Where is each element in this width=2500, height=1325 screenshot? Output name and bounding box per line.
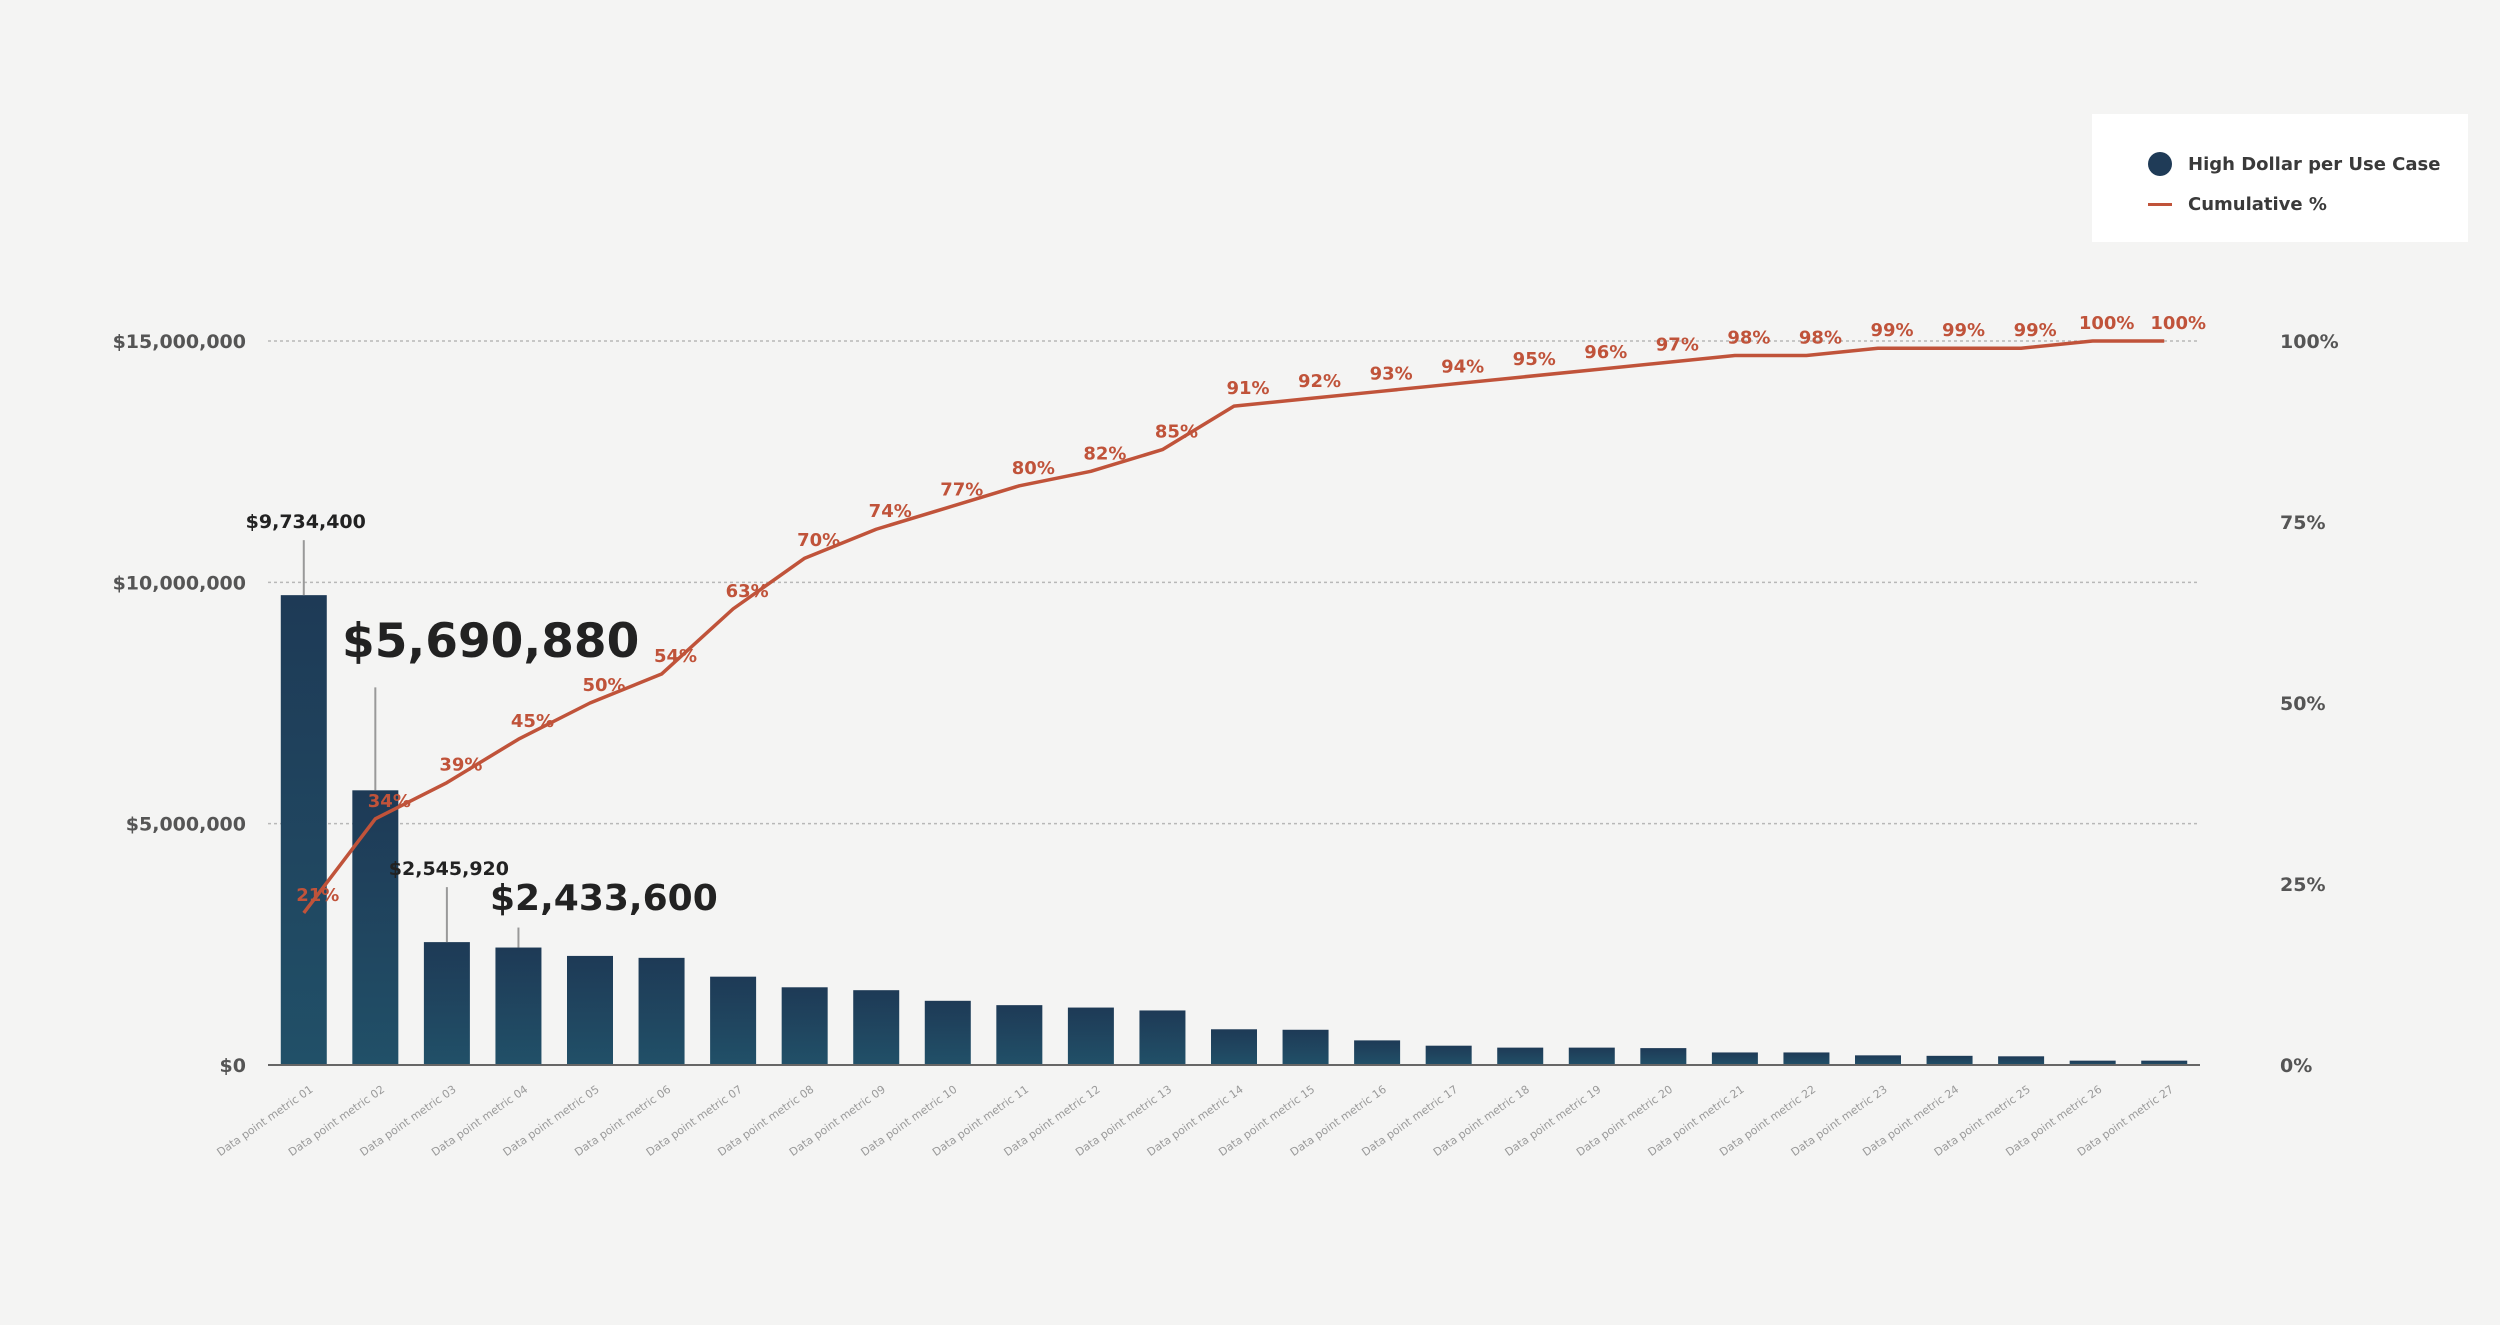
legend-label-bars: High Dollar per Use Case (2188, 153, 2441, 175)
cumulative-point-label: 98% (1727, 327, 1770, 348)
callout-value-metric-02: $5,690,880 (342, 614, 640, 669)
bar (1640, 1048, 1687, 1065)
bar (495, 947, 542, 1065)
bar (996, 1005, 1043, 1065)
cumulative-line (302, 339, 2165, 915)
bar (924, 1000, 971, 1065)
cumulative-point-label: 80% (1012, 458, 1055, 479)
legend-line-icon (2148, 203, 2172, 206)
bar (280, 595, 327, 1065)
bar (853, 990, 900, 1065)
bar (1067, 1007, 1114, 1065)
bar (352, 790, 399, 1065)
chart-legend: High Dollar per Use Case Cumulative % (2092, 114, 2468, 242)
legend-item-bars: High Dollar per Use Case (2148, 152, 2440, 176)
bar (1497, 1047, 1544, 1065)
bar (1282, 1029, 1329, 1065)
y-right-tick-label: 0% (2280, 1055, 2312, 1077)
bar (1425, 1045, 1472, 1065)
cumulative-point-label: 77% (940, 480, 983, 501)
bar (1354, 1040, 1401, 1065)
bar (1998, 1056, 2045, 1065)
y-right-tick-label: 50% (2280, 693, 2325, 715)
y-left-tick-label: $5,000,000 (126, 814, 246, 836)
y-right-tick-label: 75% (2280, 512, 2325, 534)
y-right-tick-label: 100% (2280, 331, 2339, 353)
cumulative-point-label: 21% (296, 885, 339, 906)
bar (1926, 1055, 1973, 1065)
cumulative-point-label: 91% (1226, 378, 1269, 399)
bar (567, 955, 613, 1065)
bar (2069, 1060, 2116, 1065)
bar (1139, 1010, 1186, 1065)
legend-item-line: Cumulative % (2148, 194, 2327, 215)
bar (1568, 1047, 1615, 1065)
cumulative-point-label: 99% (2014, 320, 2057, 341)
cumulative-point-label: 94% (1441, 356, 1484, 377)
bar (1783, 1052, 1830, 1065)
cumulative-point-label: 85% (1155, 422, 1198, 443)
legend-dot-icon (2148, 152, 2172, 176)
bar (1855, 1055, 1901, 1065)
y-right-tick-label: 25% (2280, 874, 2325, 896)
cumulative-point-label: 96% (1584, 342, 1627, 363)
cumulative-point-label: 82% (1083, 443, 1126, 464)
cumulative-point-label: 93% (1370, 364, 1413, 385)
y-left-tick-label: $0 (220, 1055, 246, 1077)
callout-value-metric-04: $2,433,600 (490, 878, 718, 919)
cumulative-point-label: 45% (511, 711, 554, 732)
cumulative-point-label: 95% (1513, 349, 1556, 370)
cumulative-point-label: 100% (2079, 313, 2135, 334)
bar (1211, 1029, 1257, 1065)
cumulative-point-label: 39% (439, 755, 482, 776)
cumulative-point-label: 92% (1298, 371, 1341, 392)
cumulative-point-label: 100% (2150, 313, 2206, 334)
bar (638, 957, 685, 1065)
y-left-tick-label: $10,000,000 (113, 572, 246, 594)
bar (423, 942, 470, 1065)
cumulative-point-label: 98% (1799, 327, 1842, 348)
bar-value-label: $2,545,920 (389, 858, 509, 880)
cumulative-point-label: 34% (368, 791, 411, 812)
cumulative-point-label: 70% (797, 530, 840, 551)
bar (710, 976, 757, 1065)
cumulative-point-label: 97% (1656, 335, 1699, 356)
bar-value-label: $9,734,400 (246, 511, 366, 533)
cumulative-point-label: 63% (726, 581, 769, 602)
bar (1711, 1052, 1758, 1065)
cumulative-point-label: 50% (582, 675, 625, 696)
bar (781, 987, 828, 1065)
cumulative-point-label: 54% (654, 646, 697, 667)
bar (2141, 1060, 2188, 1065)
legend-label-line: Cumulative % (2188, 194, 2327, 215)
cumulative-point-label: 99% (1942, 320, 1985, 341)
cumulative-point-label: 99% (1870, 320, 1913, 341)
cumulative-point-label: 74% (869, 501, 912, 522)
y-left-tick-label: $15,000,000 (113, 331, 246, 353)
